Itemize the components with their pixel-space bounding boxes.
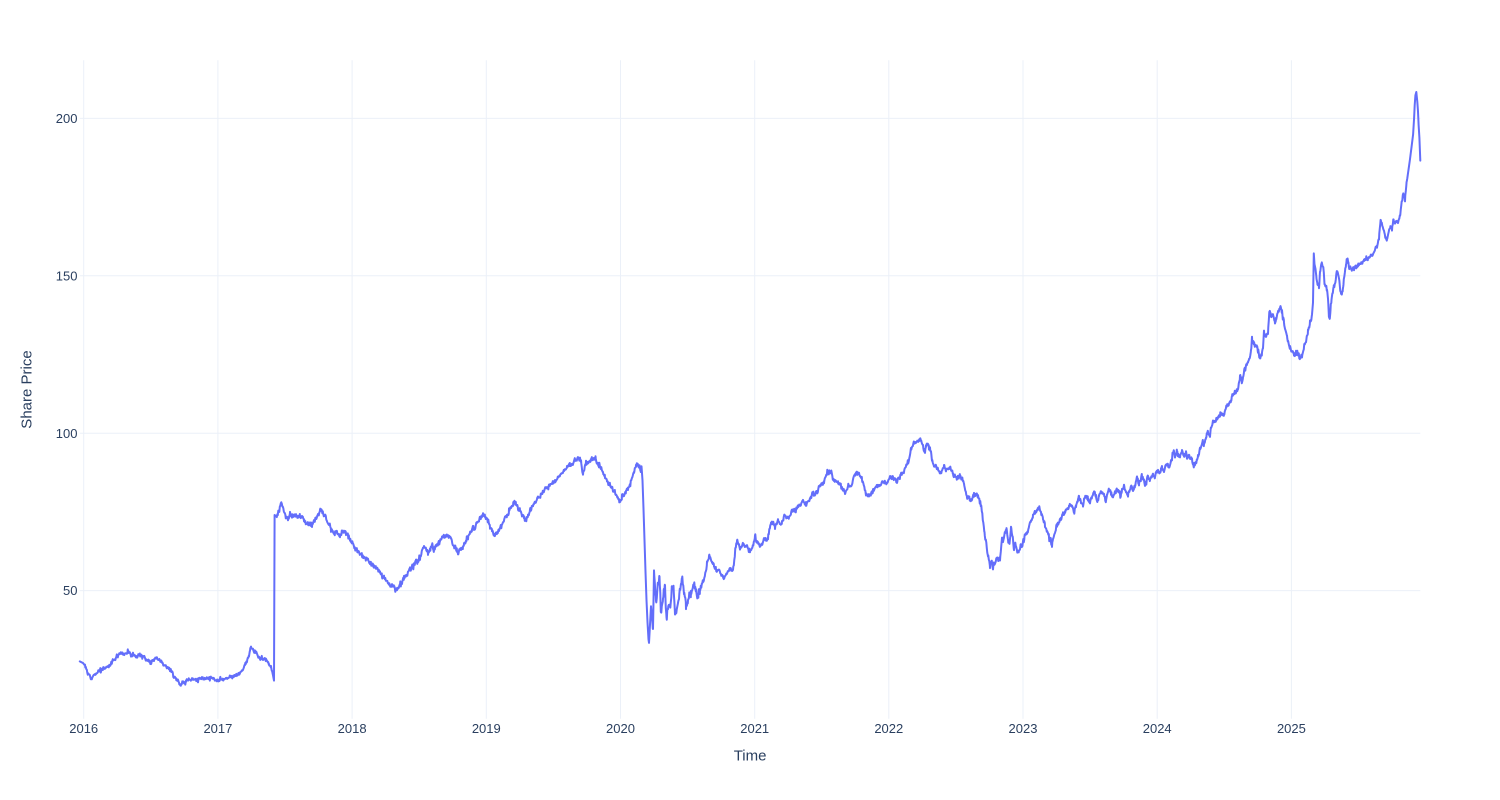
svg-text:50: 50 — [63, 583, 77, 598]
svg-text:2025: 2025 — [1277, 721, 1306, 736]
svg-text:2021: 2021 — [740, 721, 769, 736]
svg-text:150: 150 — [56, 268, 78, 283]
svg-text:Time: Time — [734, 748, 767, 765]
svg-text:2020: 2020 — [606, 721, 635, 736]
svg-text:2024: 2024 — [1143, 721, 1172, 736]
svg-text:2023: 2023 — [1009, 721, 1038, 736]
svg-text:100: 100 — [56, 426, 78, 441]
svg-text:2017: 2017 — [203, 721, 232, 736]
svg-text:2022: 2022 — [874, 721, 903, 736]
svg-text:2016: 2016 — [69, 721, 98, 736]
svg-text:2018: 2018 — [338, 721, 367, 736]
svg-text:Share Price: Share Price — [19, 350, 36, 428]
svg-text:2019: 2019 — [472, 721, 501, 736]
svg-text:200: 200 — [56, 111, 78, 126]
